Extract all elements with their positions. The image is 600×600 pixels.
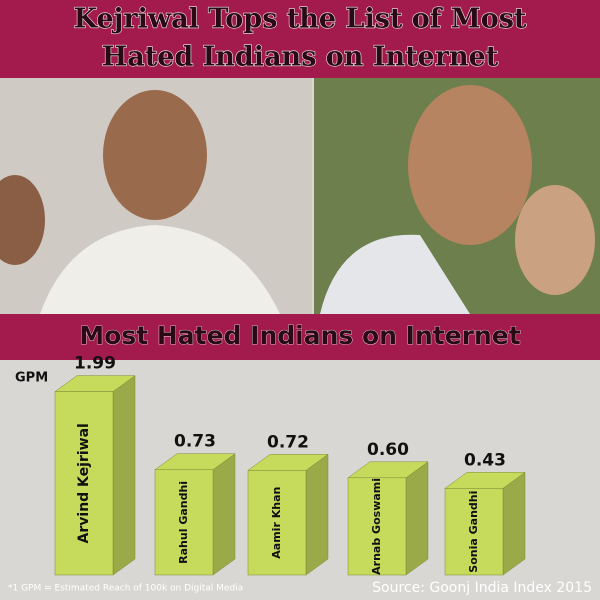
photo-left — [0, 78, 312, 314]
value-label: 1.99 — [74, 354, 116, 374]
category-label: Arnab Goswami — [370, 478, 383, 575]
title-line: Kejriwal Tops the List of Most — [74, 4, 527, 35]
y-axis-label: GPM — [15, 371, 48, 386]
bar-side — [502, 471, 526, 576]
category-label: Rahul Gandhi — [177, 481, 190, 564]
bar-side — [305, 453, 329, 576]
bar-side — [212, 453, 236, 576]
value-label: 0.72 — [267, 432, 309, 452]
title-band — [0, 0, 600, 78]
bar — [154, 469, 214, 576]
category-label: Sonia Gandhi — [467, 491, 480, 573]
value-label: 0.73 — [174, 432, 216, 452]
value-label: 0.43 — [464, 450, 506, 470]
category-label: Arvind Kejriwal — [76, 423, 92, 543]
subtitle-band — [0, 314, 600, 360]
chart-subtitle: Most Hated Indians on Internet — [79, 321, 520, 350]
bar — [347, 477, 407, 576]
category-label: Aamir Khan — [270, 487, 283, 559]
footnote: *1 GPM = Estimated Reach of 100k on Digi… — [8, 584, 243, 594]
bar — [444, 488, 504, 576]
title-line: Hated Indians on Internet — [102, 42, 499, 73]
photo-right — [314, 78, 600, 314]
source: Source: Goonj India Index 2015 — [372, 580, 592, 596]
bar-side — [112, 375, 136, 576]
value-label: 0.60 — [367, 440, 409, 460]
bar — [247, 470, 307, 576]
bar-side — [405, 461, 429, 576]
bar — [54, 391, 114, 576]
